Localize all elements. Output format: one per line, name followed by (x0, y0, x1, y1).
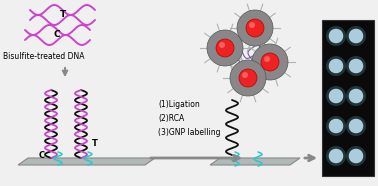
Circle shape (326, 56, 346, 76)
Circle shape (246, 19, 264, 37)
Circle shape (346, 56, 366, 76)
Circle shape (346, 116, 366, 136)
Circle shape (346, 86, 366, 106)
Text: T: T (92, 139, 98, 147)
Circle shape (252, 44, 288, 80)
Circle shape (249, 22, 255, 28)
Text: C: C (54, 30, 60, 39)
Circle shape (261, 53, 279, 71)
Text: (1)Ligation
(2)RCA
(3)GNP labelling: (1)Ligation (2)RCA (3)GNP labelling (158, 100, 220, 137)
Polygon shape (210, 158, 300, 165)
Circle shape (207, 30, 243, 66)
Circle shape (349, 149, 363, 163)
Circle shape (216, 39, 234, 57)
Circle shape (349, 89, 363, 103)
Circle shape (264, 56, 270, 62)
Circle shape (329, 89, 343, 103)
Text: C: C (39, 150, 45, 160)
Circle shape (239, 69, 257, 87)
Circle shape (219, 42, 225, 48)
Circle shape (349, 119, 363, 133)
Circle shape (329, 149, 343, 163)
Bar (322, 20, 374, 176)
Circle shape (326, 86, 346, 106)
Circle shape (349, 29, 363, 43)
Circle shape (230, 60, 266, 96)
Circle shape (242, 72, 248, 78)
Circle shape (346, 146, 366, 166)
Circle shape (329, 29, 343, 43)
Circle shape (326, 116, 346, 136)
Circle shape (329, 59, 343, 73)
Circle shape (349, 59, 363, 73)
Text: Bisulfite-treated DNA: Bisulfite-treated DNA (3, 52, 85, 61)
Circle shape (346, 26, 366, 46)
Circle shape (326, 26, 346, 46)
Circle shape (329, 119, 343, 133)
Polygon shape (18, 158, 155, 165)
Circle shape (326, 146, 346, 166)
Circle shape (237, 10, 273, 46)
Text: T: T (60, 9, 66, 18)
